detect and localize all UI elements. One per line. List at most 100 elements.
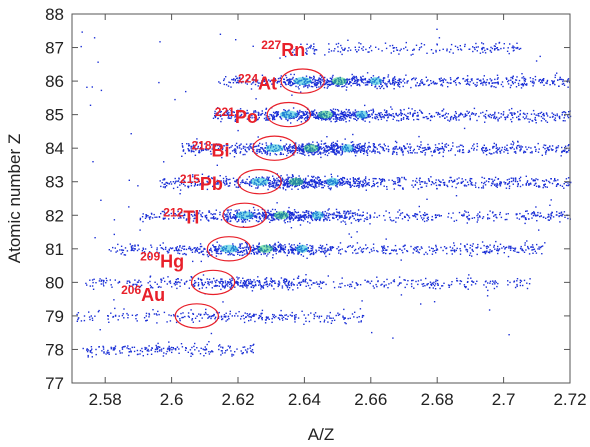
data-point — [344, 215, 346, 217]
data-point — [272, 111, 275, 114]
data-point — [354, 181, 356, 183]
data-point — [560, 214, 562, 217]
data-point — [557, 145, 560, 147]
data-point — [550, 178, 552, 180]
data-point — [265, 216, 268, 218]
data-point — [188, 216, 190, 218]
data-point — [516, 283, 518, 286]
data-point — [238, 209, 240, 211]
data-point — [250, 286, 252, 288]
data-point — [301, 153, 304, 155]
data-point — [179, 215, 181, 217]
data-point — [471, 217, 473, 219]
data-point — [224, 285, 227, 287]
data-point — [383, 143, 385, 145]
data-point — [302, 185, 304, 187]
data-point — [257, 114, 260, 116]
data-point — [222, 285, 225, 288]
data-point — [319, 151, 321, 153]
data-point — [421, 147, 424, 149]
data-point — [337, 212, 339, 214]
data-point — [314, 114, 317, 116]
data-point — [531, 249, 533, 251]
data-point — [413, 119, 415, 121]
data-point — [141, 216, 144, 218]
data-point — [237, 251, 239, 253]
data-point — [251, 349, 254, 351]
data-point — [338, 152, 340, 154]
data-point — [233, 149, 235, 151]
data-point — [350, 216, 352, 218]
data-point — [298, 217, 300, 220]
data-point — [110, 250, 112, 252]
data-point — [562, 213, 564, 216]
data-point — [266, 255, 268, 257]
data-point — [183, 248, 186, 250]
data-point — [486, 149, 489, 151]
data-point — [532, 179, 534, 182]
data-point — [424, 154, 426, 156]
data-point — [450, 179, 453, 182]
data-point — [288, 251, 290, 253]
data-point — [220, 245, 222, 247]
data-point — [465, 185, 468, 187]
data-point — [246, 182, 249, 185]
data-point — [350, 186, 352, 188]
data-point — [112, 315, 115, 318]
data-point — [310, 211, 312, 213]
data-point — [488, 152, 491, 154]
data-point — [235, 312, 237, 315]
data-point — [214, 246, 216, 248]
data-point — [317, 176, 319, 178]
data-point — [374, 113, 377, 116]
data-point — [381, 178, 384, 180]
data-point — [551, 212, 553, 214]
data-point — [357, 117, 359, 120]
data-point — [94, 315, 96, 317]
data-point — [360, 145, 363, 147]
data-point — [206, 180, 208, 183]
data-point — [475, 186, 477, 188]
data-point — [356, 180, 358, 182]
data-point — [532, 109, 535, 112]
data-point — [324, 247, 327, 249]
data-point — [372, 185, 374, 187]
data-point — [291, 150, 293, 152]
data-point — [351, 214, 354, 217]
data-point — [307, 175, 309, 177]
data-point — [332, 114, 334, 117]
data-point — [469, 115, 471, 117]
data-point — [385, 252, 387, 255]
data-point — [208, 278, 211, 281]
data-point — [369, 146, 371, 148]
data-point — [346, 115, 349, 118]
data-point — [323, 218, 325, 221]
data-point — [473, 147, 475, 150]
data-point — [500, 149, 503, 151]
data-point — [279, 187, 281, 189]
data-point — [168, 314, 170, 316]
data-point — [555, 185, 558, 187]
data-point — [156, 283, 158, 285]
data-point — [318, 285, 320, 288]
data-point — [516, 116, 518, 119]
data-point — [353, 143, 355, 146]
data-point — [127, 314, 129, 316]
data-point — [398, 120, 400, 122]
data-point — [313, 179, 316, 181]
data-point — [200, 279, 203, 282]
data-point — [544, 183, 546, 185]
data-point — [451, 185, 453, 188]
data-point — [347, 109, 350, 111]
data-point — [322, 152, 324, 154]
data-point — [398, 276, 401, 278]
data-point — [459, 144, 462, 146]
data-point — [297, 147, 299, 149]
data-point — [466, 181, 469, 183]
data-point — [439, 181, 442, 183]
data-point — [511, 107, 513, 110]
data-point — [408, 215, 410, 217]
data-point — [461, 144, 463, 147]
data-point — [364, 142, 366, 145]
data-point — [190, 180, 192, 183]
